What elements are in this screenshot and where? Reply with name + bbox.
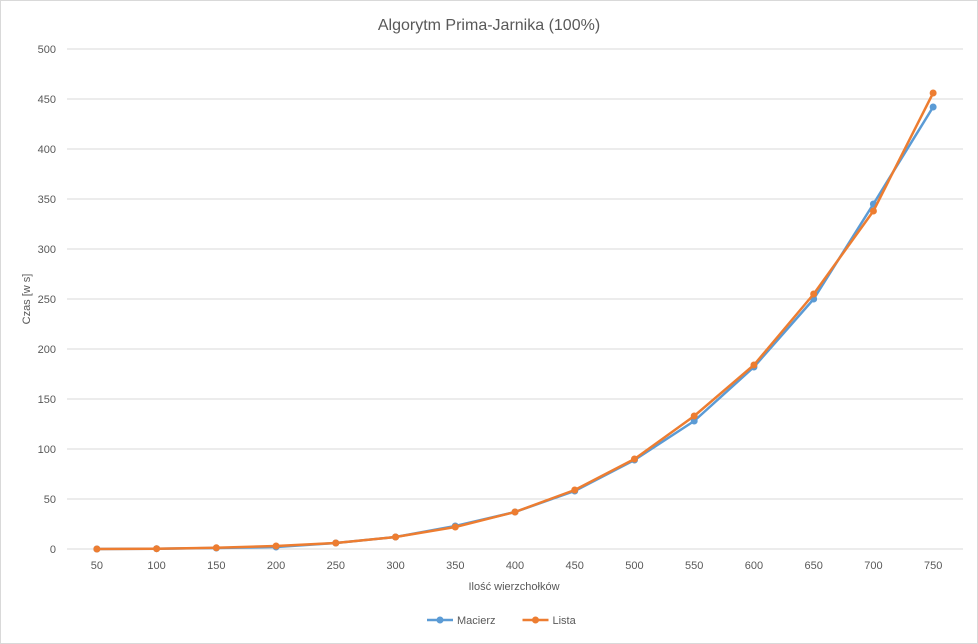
data-point — [392, 533, 400, 541]
y-axis-title: Czas [w s] — [21, 274, 33, 325]
data-point — [750, 361, 758, 369]
legend-item: Lista — [522, 615, 577, 627]
y-tick-label: 150 — [38, 394, 56, 406]
data-point — [869, 207, 877, 215]
x-tick-label: 150 — [207, 560, 225, 572]
x-tick-label: 50 — [91, 560, 103, 572]
legend-swatch-marker — [532, 616, 539, 624]
data-point — [272, 542, 280, 550]
data-point — [212, 544, 220, 552]
data-point — [332, 539, 340, 547]
x-tick-label: 100 — [147, 560, 165, 572]
legend-label: Macierz — [457, 615, 496, 627]
y-tick-label: 300 — [38, 244, 56, 256]
x-tick-label: 200 — [267, 560, 285, 572]
series-macierz — [93, 103, 937, 553]
x-tick-label: 500 — [625, 560, 643, 572]
data-point — [929, 103, 937, 111]
legend-swatch-marker — [436, 616, 444, 624]
y-tick-label: 0 — [50, 544, 56, 556]
y-tick-label: 350 — [38, 194, 56, 206]
data-point — [630, 455, 638, 463]
y-tick-label: 250 — [38, 294, 56, 306]
x-tick-label: 300 — [386, 560, 404, 572]
gridlines — [67, 48, 963, 550]
series-layer — [93, 89, 937, 553]
legend: Macierz Lista — [427, 615, 577, 627]
x-tick-label: 750 — [924, 560, 942, 572]
legend-item: Macierz — [427, 615, 496, 627]
series-line — [95, 105, 935, 551]
x-tick-label: 400 — [506, 560, 524, 572]
data-point — [810, 290, 818, 298]
y-tick-label: 100 — [38, 444, 56, 456]
data-point — [929, 89, 937, 97]
x-tick-label: 250 — [327, 560, 345, 572]
y-axis-ticks: 0 50 100 150 200 250 300 350 400 450 500 — [38, 44, 56, 556]
series-lista — [93, 89, 937, 553]
y-tick-label: 500 — [38, 44, 56, 56]
chart-title: Algorytm Prima-Jarnika (100%) — [378, 17, 600, 34]
data-point — [93, 545, 101, 553]
y-tick-label: 450 — [38, 94, 56, 106]
y-tick-label: 50 — [44, 494, 56, 506]
y-tick-label: 400 — [38, 144, 56, 156]
data-point — [571, 486, 579, 494]
x-tick-label: 550 — [685, 560, 703, 572]
y-tick-label: 200 — [38, 344, 56, 356]
data-point — [511, 508, 519, 516]
series-line — [95, 91, 935, 551]
x-axis-title: Ilość wierzchołków — [468, 581, 559, 593]
legend-label: Lista — [553, 615, 577, 627]
x-tick-label: 600 — [745, 560, 763, 572]
x-tick-label: 700 — [864, 560, 882, 572]
x-tick-label: 350 — [446, 560, 464, 572]
data-point — [153, 545, 161, 553]
x-tick-label: 450 — [566, 560, 584, 572]
x-axis-ticks: 50 100 150 200 250 300 350 400 450 500 550 600 650 70… — [91, 560, 943, 572]
data-point — [690, 412, 698, 420]
data-point — [690, 417, 698, 425]
x-tick-label: 650 — [804, 560, 822, 572]
data-point — [451, 523, 459, 531]
